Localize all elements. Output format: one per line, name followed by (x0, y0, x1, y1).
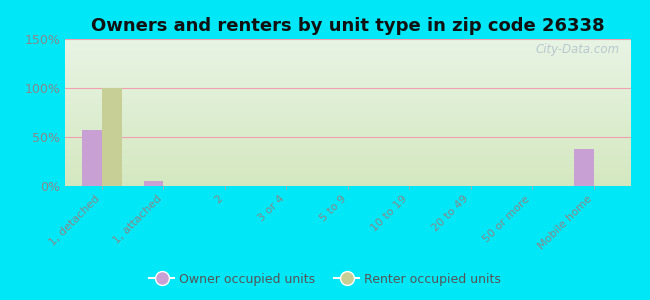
Text: City-Data.com: City-Data.com (535, 44, 619, 56)
Bar (82, 130, 102, 186)
Bar (574, 149, 593, 186)
Title: Owners and renters by unit type in zip code 26338: Owners and renters by unit type in zip c… (91, 17, 604, 35)
Legend: Owner occupied units, Renter occupied units: Owner occupied units, Renter occupied un… (144, 268, 506, 291)
Bar (102, 88, 122, 186)
Bar (144, 181, 163, 186)
